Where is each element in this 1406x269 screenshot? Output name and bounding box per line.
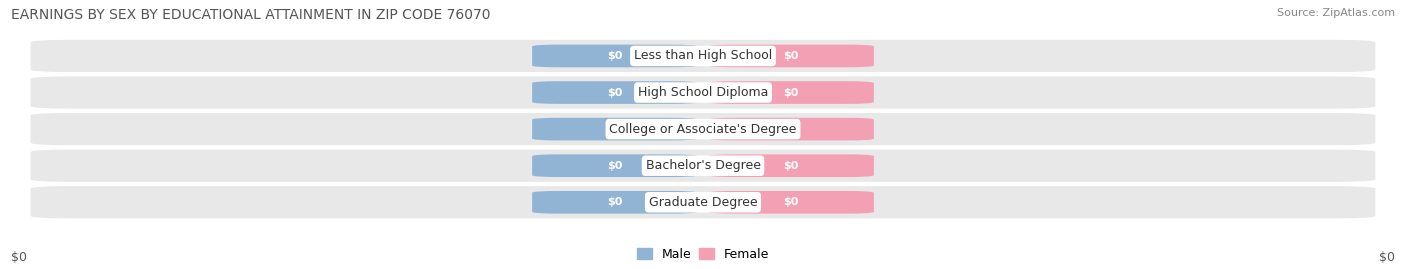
FancyBboxPatch shape — [31, 150, 1375, 182]
Text: $0: $0 — [783, 197, 799, 207]
FancyBboxPatch shape — [31, 113, 1375, 145]
Text: High School Diploma: High School Diploma — [638, 86, 768, 99]
Text: $0: $0 — [607, 161, 623, 171]
FancyBboxPatch shape — [709, 118, 875, 140]
Text: $0: $0 — [607, 124, 623, 134]
FancyBboxPatch shape — [531, 118, 697, 140]
FancyBboxPatch shape — [709, 45, 875, 67]
FancyBboxPatch shape — [709, 154, 875, 177]
Legend: Male, Female: Male, Female — [631, 243, 775, 266]
FancyBboxPatch shape — [31, 186, 1375, 218]
FancyBboxPatch shape — [531, 45, 697, 67]
Text: EARNINGS BY SEX BY EDUCATIONAL ATTAINMENT IN ZIP CODE 76070: EARNINGS BY SEX BY EDUCATIONAL ATTAINMEN… — [11, 8, 491, 22]
FancyBboxPatch shape — [31, 76, 1375, 109]
Text: College or Associate's Degree: College or Associate's Degree — [609, 123, 797, 136]
Text: $0: $0 — [607, 197, 623, 207]
FancyBboxPatch shape — [531, 154, 697, 177]
Text: $0: $0 — [607, 87, 623, 98]
Text: Source: ZipAtlas.com: Source: ZipAtlas.com — [1277, 8, 1395, 18]
Text: $0: $0 — [783, 51, 799, 61]
Text: Graduate Degree: Graduate Degree — [648, 196, 758, 209]
Text: $0: $0 — [783, 87, 799, 98]
FancyBboxPatch shape — [531, 191, 697, 214]
Text: Less than High School: Less than High School — [634, 49, 772, 62]
FancyBboxPatch shape — [709, 191, 875, 214]
Text: Bachelor's Degree: Bachelor's Degree — [645, 159, 761, 172]
FancyBboxPatch shape — [31, 40, 1375, 72]
FancyBboxPatch shape — [531, 81, 697, 104]
Text: $0: $0 — [783, 124, 799, 134]
Text: $0: $0 — [1379, 251, 1395, 264]
Text: $0: $0 — [783, 161, 799, 171]
Text: $0: $0 — [607, 51, 623, 61]
FancyBboxPatch shape — [709, 81, 875, 104]
Text: $0: $0 — [11, 251, 27, 264]
